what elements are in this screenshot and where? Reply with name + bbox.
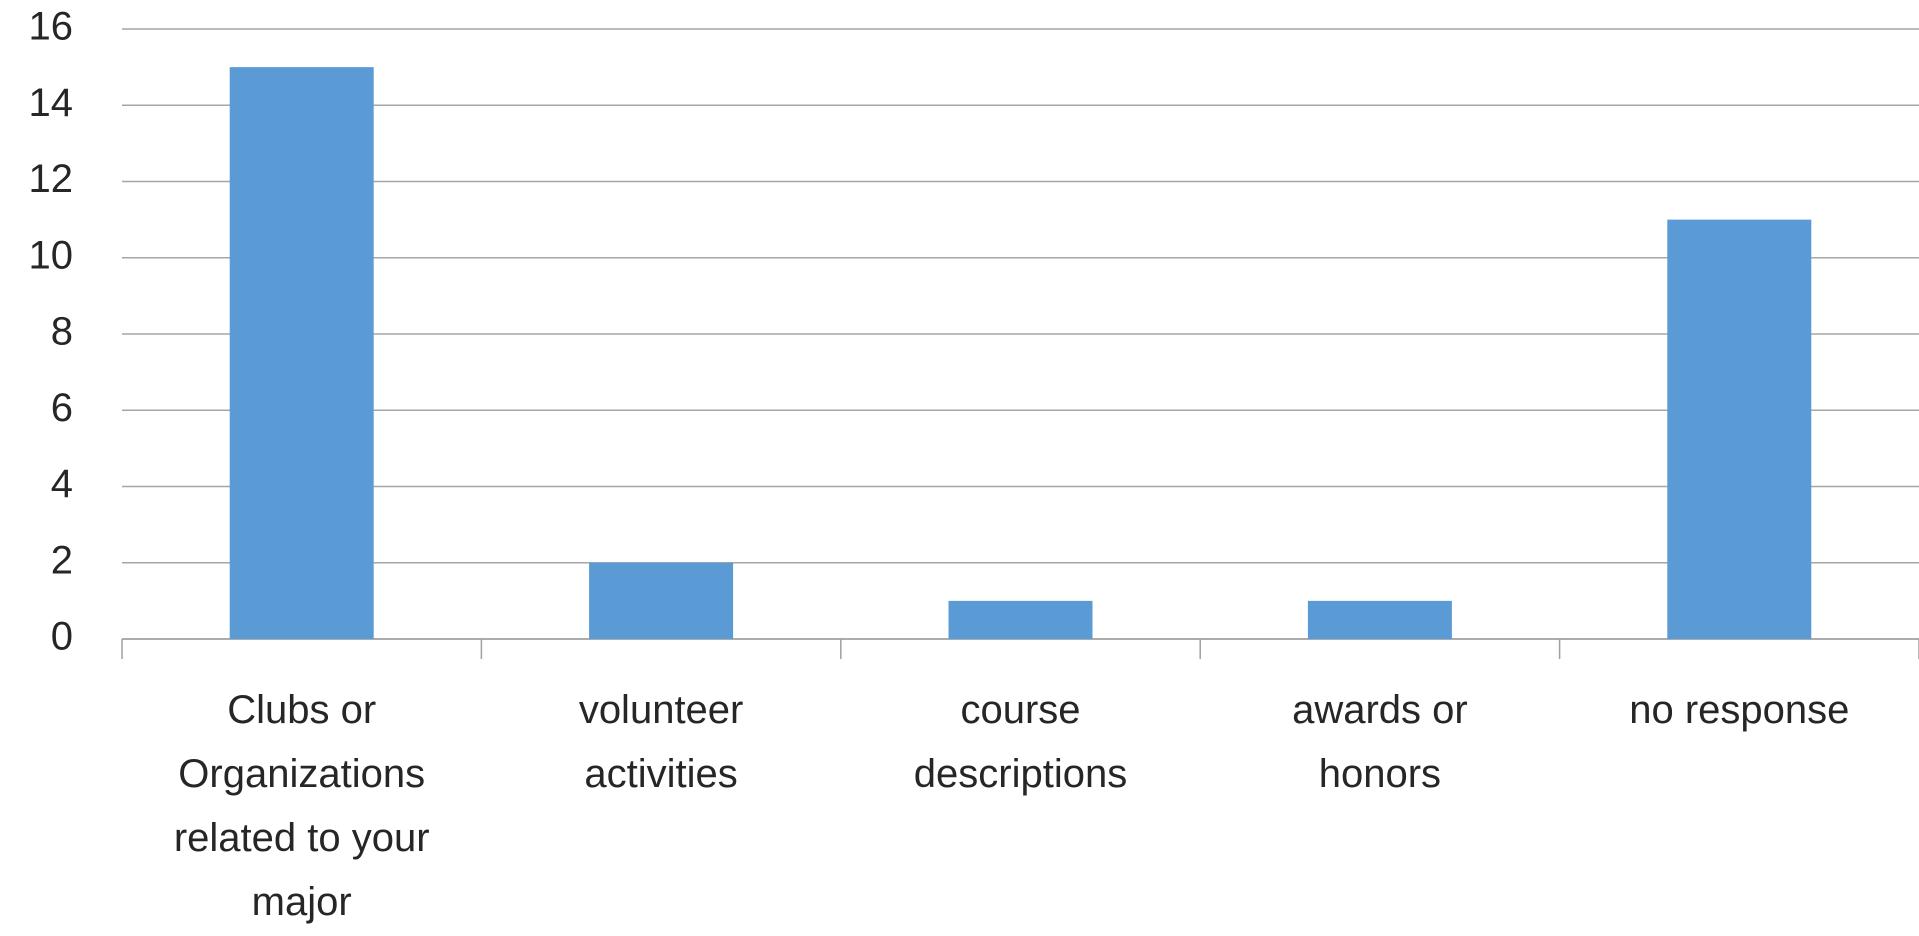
bar (229, 67, 374, 639)
y-tick-label: 10 (29, 233, 74, 277)
y-tick-label: 6 (51, 386, 73, 430)
y-tick-label: 12 (29, 157, 74, 201)
x-tick-label-line: related to your (174, 816, 430, 860)
x-tick-label-line: course (960, 688, 1080, 732)
x-tick-label-line: Organizations (178, 752, 425, 796)
x-tick-label-line: descriptions (914, 752, 1127, 796)
bar (1307, 600, 1452, 639)
x-tick-label-line: major (252, 880, 352, 924)
x-tick-label-line: awards or (1292, 688, 1468, 732)
y-tick-label: 4 (51, 462, 73, 506)
x-tick-label-line: volunteer (579, 688, 744, 732)
x-tick-label: awards or honors (1292, 688, 1468, 796)
bar (948, 600, 1093, 639)
bar (1667, 219, 1812, 639)
y-tick-label: 8 (51, 310, 73, 354)
x-tick-label: volunteer activities (579, 688, 744, 796)
x-tick-label: course descriptions (914, 688, 1127, 796)
x-tick-label-line: activities (584, 752, 737, 796)
x-tick-label-line: honors (1319, 752, 1441, 796)
y-tick-label: 0 (51, 615, 73, 659)
x-tick-label-line: Clubs or (227, 688, 376, 732)
bar (589, 562, 734, 639)
y-tick-label: 2 (51, 538, 73, 582)
y-tick-label: 16 (29, 5, 74, 49)
x-tick-label: Clubs or Organizations related to your majo… (174, 688, 430, 924)
x-tick-label-line: no response (1629, 688, 1849, 732)
x-tick-label: no response (1629, 688, 1849, 732)
y-tick-label: 14 (29, 81, 74, 125)
